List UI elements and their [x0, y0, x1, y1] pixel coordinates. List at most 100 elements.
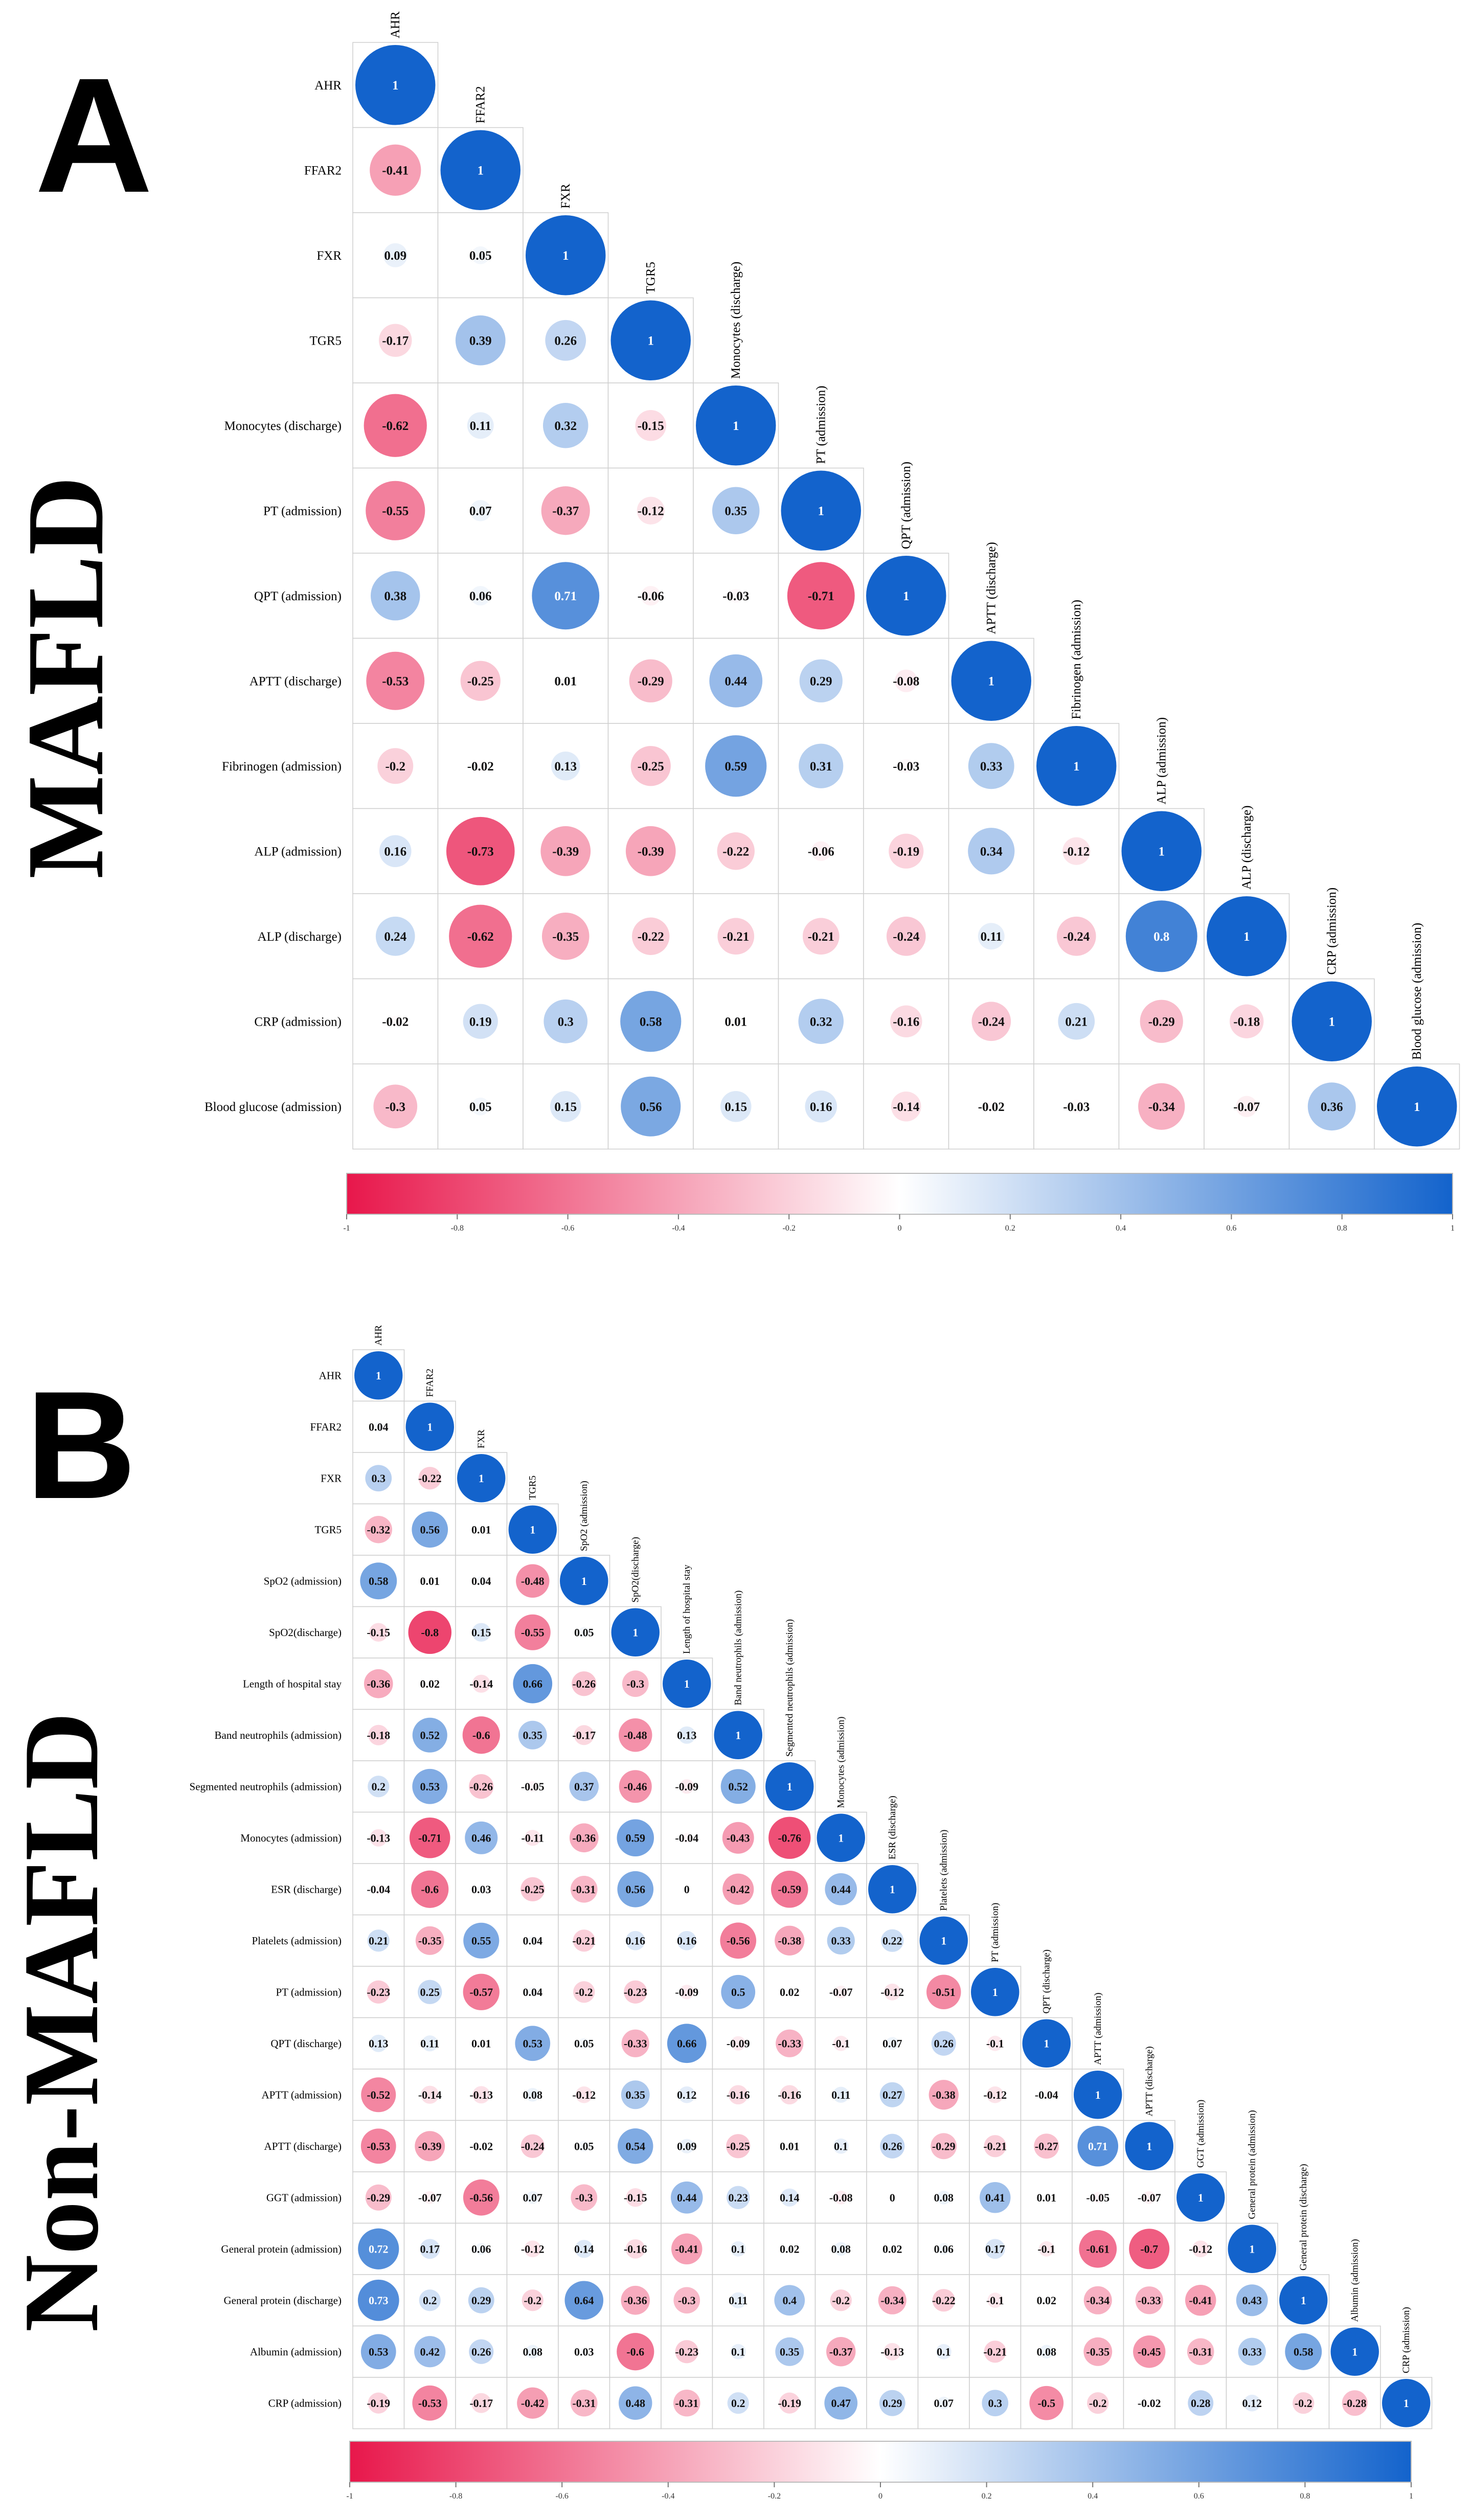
- correlation-circle: [1034, 2133, 1059, 2159]
- correlation-value: 0.04: [369, 1420, 389, 1433]
- correlation-circle: [405, 1402, 454, 1451]
- correlation-value: 0.35: [724, 505, 747, 518]
- correlation-circle: [675, 2340, 698, 2364]
- correlation-circle: [780, 2085, 800, 2105]
- correlation-circle: [709, 654, 763, 708]
- correlation-value: 1: [1073, 760, 1080, 774]
- correlation-value: -0.14: [893, 1100, 920, 1114]
- correlation-circle: [625, 1931, 645, 1950]
- colorbar-tick-label: 0.8: [1300, 2492, 1310, 2501]
- column-label: Length of hospital stay: [682, 1564, 692, 1654]
- correlation-circle: [358, 2228, 399, 2269]
- correlation-circle: [937, 2396, 950, 2410]
- correlation-value: 0.14: [574, 2242, 594, 2255]
- correlation-value: 0.26: [934, 2037, 954, 2050]
- colorbar-tick-label: -0.4: [662, 2492, 674, 2501]
- correlation-circle: [513, 1664, 553, 1704]
- correlation-value: 0.56: [420, 1523, 440, 1536]
- correlation-value: 0.47: [831, 2397, 851, 2410]
- correlation-value: 0.29: [810, 675, 832, 689]
- correlation-circle: [1146, 2399, 1153, 2407]
- correlation-circle: [1292, 981, 1372, 1061]
- correlation-circle: [1133, 2335, 1166, 2368]
- correlation-value: 0.09: [677, 2140, 697, 2152]
- correlation-value: -0.52: [367, 2088, 390, 2101]
- correlation-value: 1: [648, 334, 654, 348]
- correlation-value: 1: [530, 1523, 535, 1536]
- column-label: General protein (admission): [1247, 2110, 1257, 2219]
- correlation-value: 0.35: [780, 2345, 800, 2358]
- correlation-circle: [467, 412, 494, 439]
- correlation-value: -0.48: [624, 1729, 647, 1741]
- colorbar-tick-label: -0.2: [768, 2492, 781, 2501]
- correlation-circle: [712, 487, 760, 535]
- correlation-value: -0.12: [521, 2242, 545, 2255]
- correlation-value: -0.62: [382, 419, 409, 433]
- matrix-cell: [1123, 2274, 1175, 2327]
- correlation-circle: [368, 1724, 389, 1745]
- correlation-circle: [1129, 2229, 1170, 2269]
- correlation-value: -0.38: [778, 1934, 801, 1947]
- correlation-value: 0.06: [934, 2242, 954, 2255]
- correlation-value: 0.07: [882, 2037, 902, 2050]
- correlation-value: -0.37: [829, 2345, 853, 2358]
- correlation-value: 0.66: [523, 1677, 543, 1690]
- correlation-circle: [418, 1980, 442, 2004]
- correlation-circle: [722, 1873, 754, 1905]
- correlation-circle: [621, 2029, 649, 2057]
- correlation-value: -0.09: [727, 2037, 750, 2050]
- correlation-circle: [518, 1720, 547, 1750]
- correlation-value: -0.19: [893, 845, 919, 859]
- correlation-circle: [420, 2239, 440, 2259]
- correlation-circle: [727, 2186, 750, 2209]
- correlation-value: -0.25: [727, 2140, 750, 2152]
- correlation-circle: [621, 2080, 650, 2109]
- row-label: Monocytes (admission): [240, 1832, 342, 1844]
- correlation-circle: [1135, 2286, 1163, 2314]
- correlation-value: -0.02: [382, 1015, 409, 1029]
- correlation-value: -0.36: [572, 1831, 596, 1844]
- correlation-circle: [619, 1770, 652, 1803]
- correlation-value: -0.26: [572, 1677, 596, 1690]
- correlation-value: 0.26: [471, 2345, 491, 2358]
- correlation-circle: [637, 496, 665, 525]
- correlation-circle: [1143, 2191, 1156, 2204]
- correlation-circle: [532, 562, 600, 630]
- colorbar-tick-label: -0.2: [783, 1224, 796, 1233]
- correlation-circle: [354, 1351, 403, 1400]
- correlation-value: 0.02: [780, 1986, 800, 1999]
- correlation-value: 1: [1243, 930, 1250, 944]
- correlation-value: 0.35: [626, 2088, 646, 2101]
- correlation-circle: [457, 1454, 506, 1503]
- correlation-value: -0.22: [418, 1472, 442, 1485]
- correlation-value: 0.1: [731, 2242, 745, 2255]
- correlation-value: -0.16: [624, 2242, 647, 2255]
- correlation-circle: [720, 1922, 757, 1959]
- correlation-value: -0.2: [575, 1986, 593, 1999]
- correlation-circle: [632, 917, 670, 955]
- correlation-value: -0.03: [893, 760, 919, 774]
- correlation-circle: [827, 1926, 855, 1955]
- correlation-circle: [370, 2034, 388, 2052]
- correlation-value: -0.15: [624, 2191, 647, 2204]
- correlation-value: -0.1: [986, 2037, 1004, 2050]
- correlation-circle: [781, 470, 861, 551]
- correlation-circle: [469, 1774, 494, 1799]
- correlation-value: 0.53: [369, 2345, 389, 2358]
- correlation-circle: [543, 999, 588, 1043]
- correlation-value: -0.33: [1138, 2294, 1161, 2307]
- row-label: PT (admission): [263, 505, 342, 518]
- correlation-value: -0.46: [624, 1780, 647, 1793]
- correlation-circle: [460, 661, 501, 701]
- correlation-value: 0.42: [420, 2345, 440, 2358]
- column-label: ESR (discharge): [887, 1796, 898, 1859]
- correlation-circle: [446, 816, 515, 886]
- row-label: PT (admission): [276, 1986, 342, 1999]
- correlation-value: 1: [941, 1934, 946, 1947]
- correlation-circle: [1293, 2392, 1315, 2414]
- correlation-value: 1: [1044, 2037, 1049, 2050]
- correlation-value: 0.07: [523, 2191, 543, 2204]
- correlation-circle: [938, 2243, 950, 2255]
- correlation-value: 1: [733, 419, 739, 433]
- correlation-value: 0.16: [626, 1934, 646, 1947]
